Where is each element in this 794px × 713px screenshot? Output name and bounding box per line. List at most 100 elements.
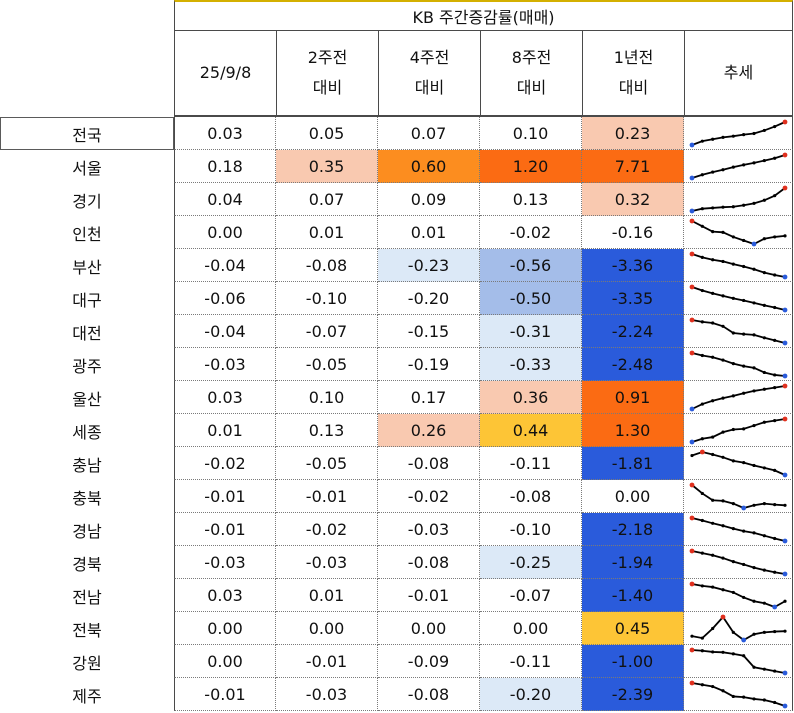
sparkline-point [742, 529, 746, 533]
sparkline-point [782, 416, 788, 422]
sparkline-point [700, 207, 704, 211]
trend-sparkline [684, 348, 793, 381]
region-label: 대전 [72, 323, 102, 343]
sparkline-point [689, 317, 695, 323]
value-cell: -0.23 [378, 249, 480, 282]
value-cell: -0.04 [174, 315, 276, 348]
value-cell: -0.01 [174, 678, 276, 711]
region-label: 전남 [72, 587, 102, 607]
region-label: 강원 [72, 653, 102, 673]
sparkline-point [741, 505, 747, 511]
sparkline-point [711, 230, 715, 234]
value-cell: -0.11 [480, 447, 582, 480]
trend-sparkline [684, 216, 793, 249]
sparkline-point [752, 665, 756, 669]
column-header-4: 1년전 대비 [582, 31, 684, 117]
sparkline-path [691, 550, 786, 575]
sparkline-point [700, 173, 704, 177]
column-header-line1: 2주전 [307, 48, 348, 67]
value-cell: -3.36 [582, 249, 684, 282]
region-label: 대구 [72, 290, 102, 310]
sparkline-point [731, 590, 735, 595]
sparkline-point [783, 503, 787, 507]
sparkline-point [752, 423, 756, 428]
sparkline-path [691, 319, 786, 344]
value-cell: -2.24 [582, 315, 684, 348]
value-cell: 0.91 [582, 381, 684, 414]
sparkline-point [773, 235, 777, 239]
value-cell: 0.03 [174, 579, 276, 612]
sparkline-point [721, 499, 725, 503]
sparkline-point [700, 584, 704, 588]
sparkline-point [689, 218, 695, 224]
sparkline-point [700, 402, 704, 406]
sparkline-point [752, 632, 756, 636]
value-cell: 0.03 [174, 117, 276, 150]
sparkline-point [762, 420, 766, 424]
value-cell: -0.01 [276, 480, 378, 513]
sparkline-point [721, 430, 725, 434]
column-header-line1: 25/9/8 [199, 63, 252, 82]
sparkline-point [742, 562, 746, 567]
sparkline-point [742, 461, 746, 465]
sparkline-point [782, 307, 788, 313]
sparkline-point [689, 581, 695, 587]
value-cell: 0.00 [174, 612, 276, 645]
sparkline-point [711, 684, 715, 689]
region-label: 서울 [72, 158, 102, 178]
sparkline-point [700, 649, 704, 653]
sparkline-point [762, 502, 766, 506]
sparkline-point [773, 273, 777, 277]
value-cell: -0.03 [174, 348, 276, 381]
value-cell: 0.10 [480, 117, 582, 150]
sparkline-point [742, 332, 746, 336]
sparkline-point [721, 524, 725, 528]
value-cell: -0.04 [174, 249, 276, 282]
value-cell: -0.08 [378, 678, 480, 711]
sparkline-point [762, 601, 766, 605]
region-label: 전북 [72, 620, 102, 640]
sparkline-point [773, 570, 777, 574]
sparkline-point [742, 695, 746, 699]
value-cell: -1.00 [582, 645, 684, 678]
trend-sparkline [684, 282, 793, 315]
sparkline-point [782, 472, 788, 478]
sparkline-point [783, 599, 787, 603]
sparkline-point [782, 340, 788, 346]
sparkline-path [691, 352, 786, 377]
trend-sparkline [684, 117, 793, 150]
sparkline-point [752, 366, 756, 370]
sparkline-point [690, 634, 694, 638]
value-cell: 0.01 [174, 414, 276, 447]
sparkline-point [731, 235, 735, 239]
value-cell: -0.08 [276, 249, 378, 282]
column-header-line2: 대비 [414, 78, 445, 97]
sparkline-point [752, 333, 756, 337]
value-cell: -1.94 [582, 546, 684, 579]
sparkline-point [752, 131, 756, 136]
sparkline-point [721, 556, 725, 560]
column-header-line1: 1년전 [613, 48, 654, 67]
value-cell: 0.13 [276, 414, 378, 447]
region-label: 제주 [72, 686, 102, 706]
column-header-line1: 8주전 [511, 48, 552, 67]
sparkline-point [731, 362, 735, 366]
region-label: 경기 [72, 191, 102, 211]
value-cell: -0.03 [276, 678, 378, 711]
sparkline-point [731, 694, 735, 699]
sparkline-point [782, 373, 788, 379]
sparkline-point [720, 614, 726, 620]
sparkline-point [762, 568, 766, 572]
sparkline-point [731, 560, 735, 564]
sparkline-point [689, 251, 695, 257]
trend-sparkline [684, 546, 793, 579]
value-cell: 7.71 [582, 150, 684, 183]
value-cell: -0.19 [378, 348, 480, 381]
trend-sparkline [684, 513, 793, 546]
value-cell: 0.45 [582, 612, 684, 645]
sparkline-point [731, 165, 735, 169]
sparkline-point [762, 466, 766, 470]
sparkline-point [721, 168, 725, 172]
sparkline-point [700, 139, 704, 143]
